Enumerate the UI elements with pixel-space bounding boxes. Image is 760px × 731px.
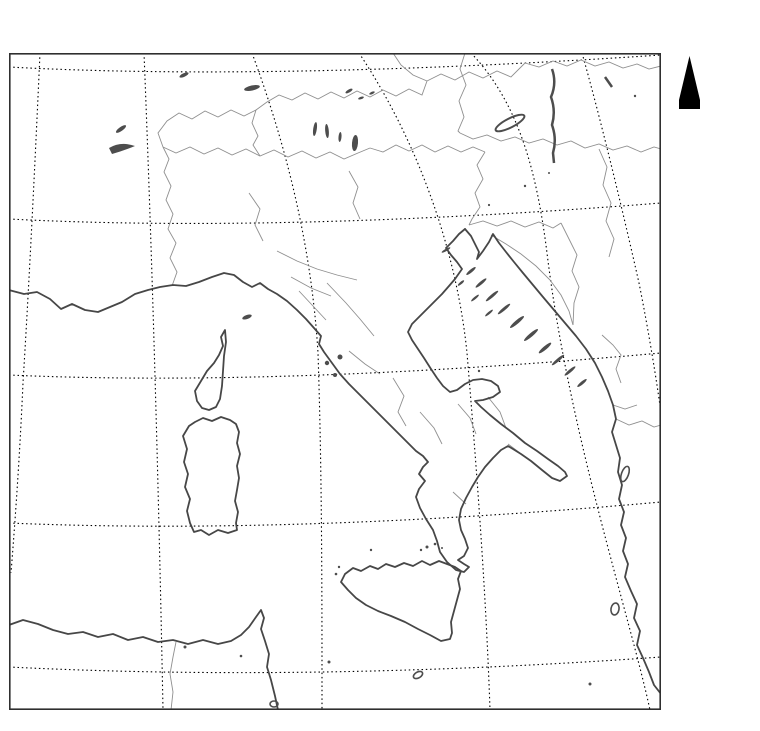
plain-lake-dot — [523, 184, 527, 188]
croatian-island — [564, 366, 576, 376]
aeolian-island — [441, 547, 443, 549]
croatian-island — [577, 378, 587, 388]
croatian-island — [475, 278, 487, 288]
croatian-island — [457, 280, 465, 286]
graticule-gridlines — [10, 54, 660, 709]
island-pantelleria — [269, 700, 279, 708]
coastlines — [10, 228, 660, 709]
croatian-island — [524, 329, 538, 341]
island-corfu — [619, 465, 631, 483]
island-ustica — [369, 548, 373, 552]
small-island — [588, 682, 592, 686]
plain-lake-dot — [487, 203, 491, 207]
lake-como — [325, 124, 329, 138]
island-kefalonia — [610, 602, 620, 616]
plain-lake-dot — [548, 172, 550, 174]
rivers-and-outlined-islands — [269, 68, 631, 708]
croatian-island — [538, 342, 552, 354]
lake-bracciano — [333, 373, 337, 377]
lake-neuchatel — [115, 125, 127, 133]
small-island — [239, 654, 243, 658]
lake-zurich — [179, 72, 189, 78]
lake-maggiore — [312, 122, 318, 136]
parallel-line — [10, 54, 660, 73]
lake-balaton — [494, 113, 526, 133]
meridian-line — [143, 54, 164, 709]
alpine-lake — [345, 88, 353, 94]
plain-lake-dot — [633, 94, 637, 98]
river-danube-bend — [603, 76, 614, 88]
croatian-island — [551, 354, 565, 366]
lake-constance — [244, 85, 260, 91]
meridian-line — [581, 54, 660, 410]
colorbar-overflow-arrow — [679, 56, 700, 109]
croatian-island — [485, 290, 499, 302]
egadi-island — [334, 572, 338, 576]
croatian-island — [497, 303, 511, 315]
map-frame — [9, 53, 661, 710]
croatian-island — [466, 266, 476, 276]
alpine-lake — [369, 91, 375, 95]
coast-corsica — [194, 329, 227, 411]
parallel-line — [10, 656, 660, 674]
egadi-island — [337, 565, 341, 569]
aeolian-island — [425, 545, 429, 549]
coast-sardinia — [182, 416, 241, 536]
venice-lagoon — [441, 247, 451, 253]
lake-iseo — [338, 132, 342, 142]
lake-trasimeno — [337, 354, 343, 360]
small-island — [327, 660, 331, 664]
parallel-line — [10, 501, 660, 527]
coast-adriatic-east — [464, 228, 660, 695]
lake-garda — [351, 135, 359, 151]
river-danube — [549, 68, 556, 164]
coast-north-africa — [10, 609, 279, 709]
coast-sicily — [340, 560, 462, 642]
political-borders — [157, 54, 660, 709]
aeolian-island — [419, 548, 423, 552]
colorbar — [679, 56, 700, 109]
map-canvas — [9, 53, 661, 710]
aeolian-island — [433, 542, 437, 546]
parallel-line — [10, 202, 660, 224]
lakes-and-islands — [109, 72, 637, 686]
lake-geneva — [109, 143, 135, 154]
croatian-island — [485, 309, 493, 317]
croatian-island — [471, 294, 479, 302]
island-malta — [412, 670, 424, 680]
croatian-island — [510, 316, 524, 328]
coast-italy-mainland — [10, 228, 568, 573]
small-island — [183, 645, 187, 649]
meridian-line — [471, 54, 651, 709]
meridian-line — [10, 54, 41, 574]
meridian-line — [358, 54, 491, 709]
lake-bolsena — [324, 360, 330, 366]
island-tremiti — [477, 369, 481, 373]
alpine-lake — [358, 96, 364, 100]
island-elba — [242, 314, 252, 320]
